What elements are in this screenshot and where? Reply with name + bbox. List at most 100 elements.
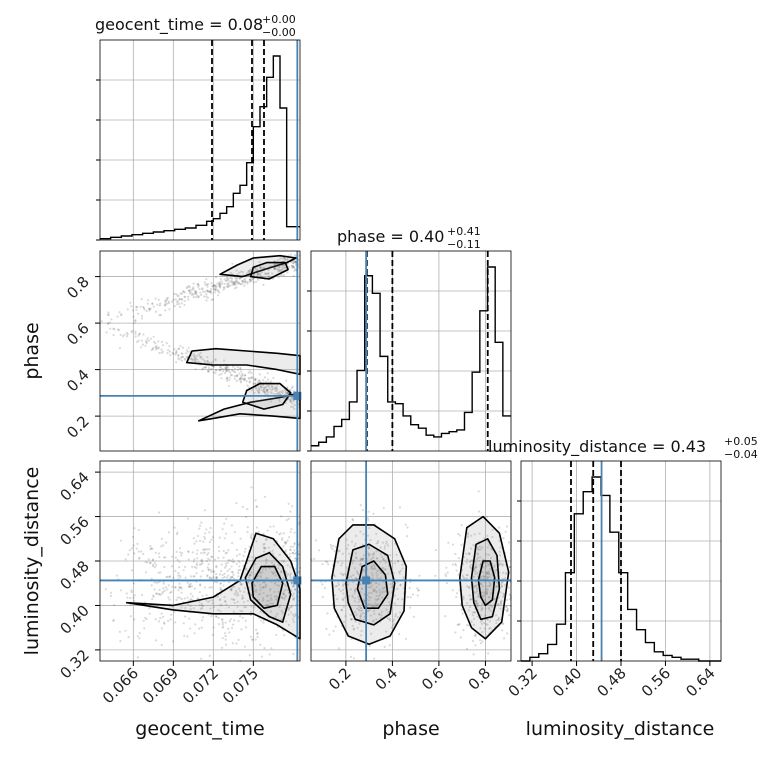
sample-point-geocent_time-luminosity_distance (188, 583, 191, 586)
sample-point-geocent_time-luminosity_distance (196, 597, 199, 600)
sample-point-phase-luminosity_distance (483, 598, 486, 601)
sample-point-geocent_time-phase (268, 387, 272, 390)
sample-point-geocent_time-phase (133, 321, 136, 325)
sample-point-geocent_time-luminosity_distance (189, 597, 192, 601)
y-tick-label-luminosity_distance: 0.48 (56, 557, 92, 593)
sample-point-phase-luminosity_distance (454, 564, 458, 567)
sample-point-phase-luminosity_distance (389, 583, 393, 586)
sample-point-phase-luminosity_distance (368, 527, 371, 530)
sample-point-geocent_time-phase (207, 369, 210, 372)
sample-point-phase-luminosity_distance (389, 560, 392, 563)
sample-point-phase-luminosity_distance (478, 548, 481, 551)
sample-point-geocent_time-luminosity_distance (274, 574, 277, 577)
sample-point-geocent_time-luminosity_distance (136, 635, 139, 638)
sample-point-geocent_time-phase (194, 291, 197, 294)
sample-point-geocent_time-luminosity_distance (268, 567, 271, 570)
sample-point-geocent_time-phase (145, 310, 148, 313)
sample-point-geocent_time-luminosity_distance (186, 596, 189, 599)
x-tick-label-luminosity_distance: 0.32 (505, 664, 541, 700)
sample-point-geocent_time-luminosity_distance (170, 590, 173, 594)
sample-point-phase-luminosity_distance (505, 525, 509, 528)
sample-point-geocent_time-phase (213, 365, 216, 368)
sample-point-phase-luminosity_distance (495, 584, 498, 588)
sample-point-geocent_time-luminosity_distance (297, 571, 300, 574)
sample-point-geocent_time-luminosity_distance (189, 575, 192, 578)
sample-point-phase-luminosity_distance (412, 615, 415, 618)
sample-point-geocent_time-phase (180, 352, 183, 355)
sample-point-geocent_time-phase (258, 379, 261, 382)
sample-point-geocent_time-luminosity_distance (223, 575, 226, 579)
sample-point-geocent_time-luminosity_distance (187, 585, 190, 588)
sample-point-geocent_time-phase (282, 257, 285, 260)
sample-point-geocent_time-phase (216, 289, 219, 292)
sample-point-geocent_time-luminosity_distance (284, 549, 287, 552)
sample-point-geocent_time-phase (221, 282, 224, 285)
sample-point-geocent_time-luminosity_distance (224, 635, 227, 638)
sample-point-geocent_time-luminosity_distance (187, 603, 190, 606)
sample-point-phase-luminosity_distance (321, 596, 324, 599)
sample-point-geocent_time-phase (239, 377, 242, 380)
sample-point-phase-luminosity_distance (376, 540, 380, 543)
sample-point-geocent_time-luminosity_distance (230, 598, 233, 601)
sample-point-geocent_time-phase (178, 298, 181, 301)
sample-point-geocent_time-phase (278, 268, 281, 271)
sample-point-phase-luminosity_distance (375, 599, 378, 602)
sample-point-geocent_time-luminosity_distance (231, 626, 234, 630)
sample-point-geocent_time-luminosity_distance (273, 571, 276, 574)
sample-point-geocent_time-phase (282, 274, 286, 277)
sample-point-geocent_time-phase (190, 288, 193, 291)
sample-point-phase-luminosity_distance (479, 548, 483, 551)
sample-point-geocent_time-phase (214, 288, 217, 291)
sample-point-geocent_time-phase (244, 280, 247, 283)
sample-point-geocent_time-luminosity_distance (292, 613, 295, 617)
sample-point-geocent_time-luminosity_distance (126, 596, 129, 599)
sample-point-geocent_time-phase (264, 386, 267, 389)
sample-point-geocent_time-phase (258, 261, 261, 264)
sample-point-geocent_time-phase (224, 279, 227, 282)
sample-point-geocent_time-luminosity_distance (225, 564, 228, 568)
sample-point-geocent_time-luminosity_distance (189, 627, 192, 630)
sample-point-phase-luminosity_distance (385, 608, 388, 611)
sample-point-geocent_time-luminosity_distance (236, 554, 239, 557)
sample-point-phase-luminosity_distance (444, 573, 447, 576)
y-tick-label-phase: 0.8 (63, 273, 93, 303)
sample-point-geocent_time-luminosity_distance (243, 606, 246, 609)
sample-point-geocent_time-phase (195, 292, 198, 295)
sample-point-phase-luminosity_distance (481, 640, 484, 643)
sample-point-geocent_time-luminosity_distance (202, 552, 205, 555)
sample-point-geocent_time-luminosity_distance (148, 607, 151, 610)
sample-point-geocent_time-luminosity_distance (119, 539, 122, 542)
sample-point-geocent_time-luminosity_distance (241, 610, 244, 613)
sample-point-geocent_time-luminosity_distance (253, 589, 256, 593)
sample-point-geocent_time-phase (259, 384, 262, 387)
sample-point-phase-luminosity_distance (478, 545, 482, 548)
sample-point-geocent_time-phase (281, 266, 284, 269)
sample-point-geocent_time-luminosity_distance (230, 587, 233, 590)
sample-point-geocent_time-luminosity_distance (115, 574, 118, 577)
sample-point-geocent_time-luminosity_distance (210, 586, 213, 589)
sample-point-geocent_time-phase (231, 369, 235, 372)
sample-point-geocent_time-phase (151, 302, 154, 305)
sample-point-geocent_time-luminosity_distance (188, 617, 191, 620)
sample-point-phase-luminosity_distance (487, 652, 490, 655)
sample-point-phase-luminosity_distance (476, 615, 479, 618)
sample-point-geocent_time-luminosity_distance (264, 586, 267, 589)
sample-point-geocent_time-phase (238, 276, 241, 279)
sample-point-geocent_time-luminosity_distance (203, 537, 207, 540)
sample-point-geocent_time-luminosity_distance (241, 616, 244, 619)
sample-point-geocent_time-phase (200, 293, 203, 297)
sample-point-geocent_time-phase (226, 282, 229, 285)
sample-point-phase-luminosity_distance (506, 632, 509, 635)
sample-point-geocent_time-luminosity_distance (237, 559, 240, 563)
sample-point-phase-luminosity_distance (465, 577, 468, 580)
sample-point-phase-luminosity_distance (469, 598, 472, 601)
sample-point-geocent_time-phase (228, 376, 231, 379)
sample-point-phase-luminosity_distance (341, 583, 345, 586)
sample-point-geocent_time-luminosity_distance (206, 548, 209, 551)
sample-point-geocent_time-luminosity_distance (227, 574, 230, 577)
sample-point-phase-luminosity_distance (472, 653, 475, 656)
sample-point-geocent_time-phase (207, 290, 210, 293)
sample-point-phase-luminosity_distance (457, 532, 460, 536)
sample-point-geocent_time-phase (262, 387, 265, 390)
sample-point-geocent_time-luminosity_distance (232, 610, 235, 613)
